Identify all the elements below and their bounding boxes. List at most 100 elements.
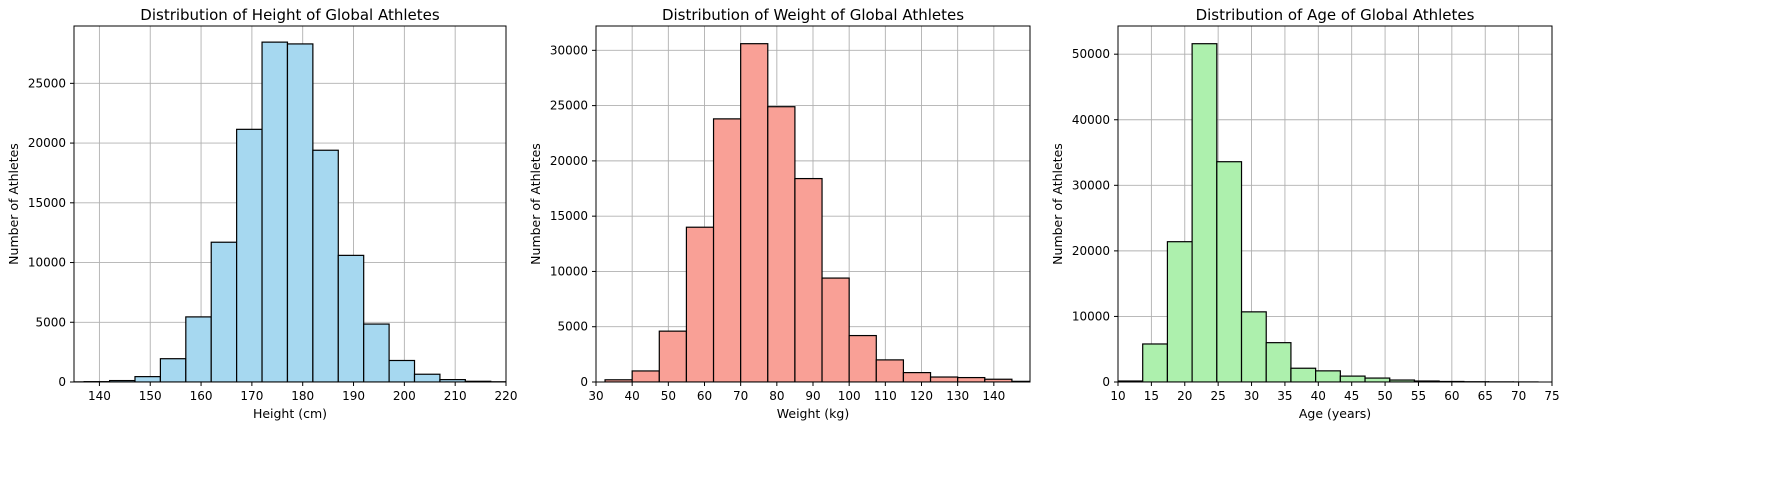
y-tick-label: 20000: [28, 136, 66, 150]
x-tick-label: 30: [588, 389, 603, 403]
x-tick-label: 30: [1244, 389, 1259, 403]
bar: [822, 278, 849, 382]
x-tick-label: 75: [1544, 389, 1559, 403]
y-tick-label: 5000: [557, 320, 588, 334]
x-tick-label: 65: [1478, 389, 1493, 403]
x-tick-label: 15: [1144, 389, 1159, 403]
bar: [262, 42, 287, 382]
bar: [1340, 376, 1365, 382]
y-tick-label: 5000: [35, 315, 66, 329]
x-tick-label: 170: [240, 389, 263, 403]
x-tick-label: 120: [910, 389, 933, 403]
bar: [186, 317, 211, 382]
x-tick-label: 60: [1444, 389, 1459, 403]
x-tick-label: 35: [1277, 389, 1292, 403]
y-tick-label: 50000: [1072, 47, 1110, 61]
x-tick-label: 50: [1377, 389, 1392, 403]
bar: [1365, 378, 1390, 382]
bar: [714, 119, 741, 382]
bar: [1242, 312, 1267, 382]
y-tick-label: 10000: [550, 264, 588, 278]
y-tick-label: 40000: [1072, 113, 1110, 127]
x-axis-label: Height (cm): [253, 406, 327, 421]
x-tick-label: 40: [625, 389, 640, 403]
bar: [237, 129, 262, 382]
x-axis-label: Weight (kg): [777, 406, 849, 421]
x-tick-label: 180: [291, 389, 314, 403]
y-tick-label: 20000: [1072, 244, 1110, 258]
x-axis-label: Age (years): [1299, 406, 1371, 421]
x-tick-label: 70: [1511, 389, 1526, 403]
x-tick-label: 70: [733, 389, 748, 403]
y-tick-label: 20000: [550, 154, 588, 168]
x-tick-label: 45: [1344, 389, 1359, 403]
x-tick-label: 200: [393, 389, 416, 403]
bar: [364, 324, 389, 382]
bar: [903, 373, 930, 382]
bar: [287, 44, 312, 382]
bar: [1167, 242, 1192, 382]
y-tick-label: 10000: [1072, 309, 1110, 323]
bar: [659, 331, 686, 382]
x-tick-label: 210: [444, 389, 467, 403]
y-tick-label: 15000: [550, 209, 588, 223]
x-tick-label: 25: [1211, 389, 1226, 403]
x-tick-label: 90: [805, 389, 820, 403]
bar: [876, 360, 903, 382]
bar: [338, 255, 363, 382]
x-tick-label: 190: [342, 389, 365, 403]
x-tick-label: 10: [1110, 389, 1125, 403]
x-tick-label: 55: [1411, 389, 1426, 403]
y-tick-label: 30000: [550, 43, 588, 57]
bar: [632, 371, 659, 382]
y-tick-label: 15000: [28, 196, 66, 210]
chart-title: Distribution of Age of Global Athletes: [1196, 6, 1475, 24]
bar: [1143, 344, 1168, 382]
y-tick-label: 30000: [1072, 178, 1110, 192]
y-tick-label: 10000: [28, 256, 66, 270]
x-tick-label: 140: [982, 389, 1005, 403]
bar: [389, 360, 414, 382]
x-tick-label: 100: [838, 389, 861, 403]
x-tick-label: 20: [1177, 389, 1192, 403]
x-tick-label: 60: [697, 389, 712, 403]
bars: [605, 44, 1066, 382]
y-tick-label: 0: [1102, 375, 1110, 389]
x-tick-label: 150: [139, 389, 162, 403]
chart-title: Distribution of Weight of Global Athlete…: [662, 6, 964, 24]
y-axis-label: Number of Athletes: [528, 143, 543, 265]
bar: [160, 359, 185, 382]
bars: [1118, 44, 1538, 382]
x-tick-label: 220: [495, 389, 518, 403]
bar: [313, 150, 338, 382]
chart-panel-1: 140 150 160 170 180 190 200 210 220 0 5000 10000 150…: [6, 6, 542, 421]
chart-title: Distribution of Height of Global Athlete…: [140, 6, 440, 24]
bar: [849, 336, 876, 382]
y-tick-label: 0: [580, 375, 588, 389]
bar: [1316, 371, 1341, 382]
bar: [958, 378, 985, 382]
x-tick-label: 40: [1311, 389, 1326, 403]
y-tick-label: 25000: [550, 99, 588, 113]
bar: [1291, 368, 1316, 382]
bar: [135, 377, 160, 382]
x-tick-label: 50: [661, 389, 676, 403]
bar: [795, 179, 822, 382]
y-tick-label: 25000: [28, 76, 66, 90]
y-tick-label: 0: [58, 375, 66, 389]
x-tick-label: 160: [190, 389, 213, 403]
bar: [415, 374, 440, 382]
y-axis-label: Number of Athletes: [6, 143, 21, 265]
bar: [686, 227, 713, 382]
bar: [1192, 44, 1217, 382]
bar: [768, 107, 795, 382]
bar: [1266, 343, 1291, 382]
x-tick-label: 80: [769, 389, 784, 403]
x-tick-label: 130: [946, 389, 969, 403]
chart-panel-3: 10 15 20 25 30 35 40 45 50 55 60 65 70 75 0 10000 20000 3…: [1050, 6, 1560, 421]
x-tick-label: 140: [88, 389, 111, 403]
bar: [741, 44, 768, 382]
